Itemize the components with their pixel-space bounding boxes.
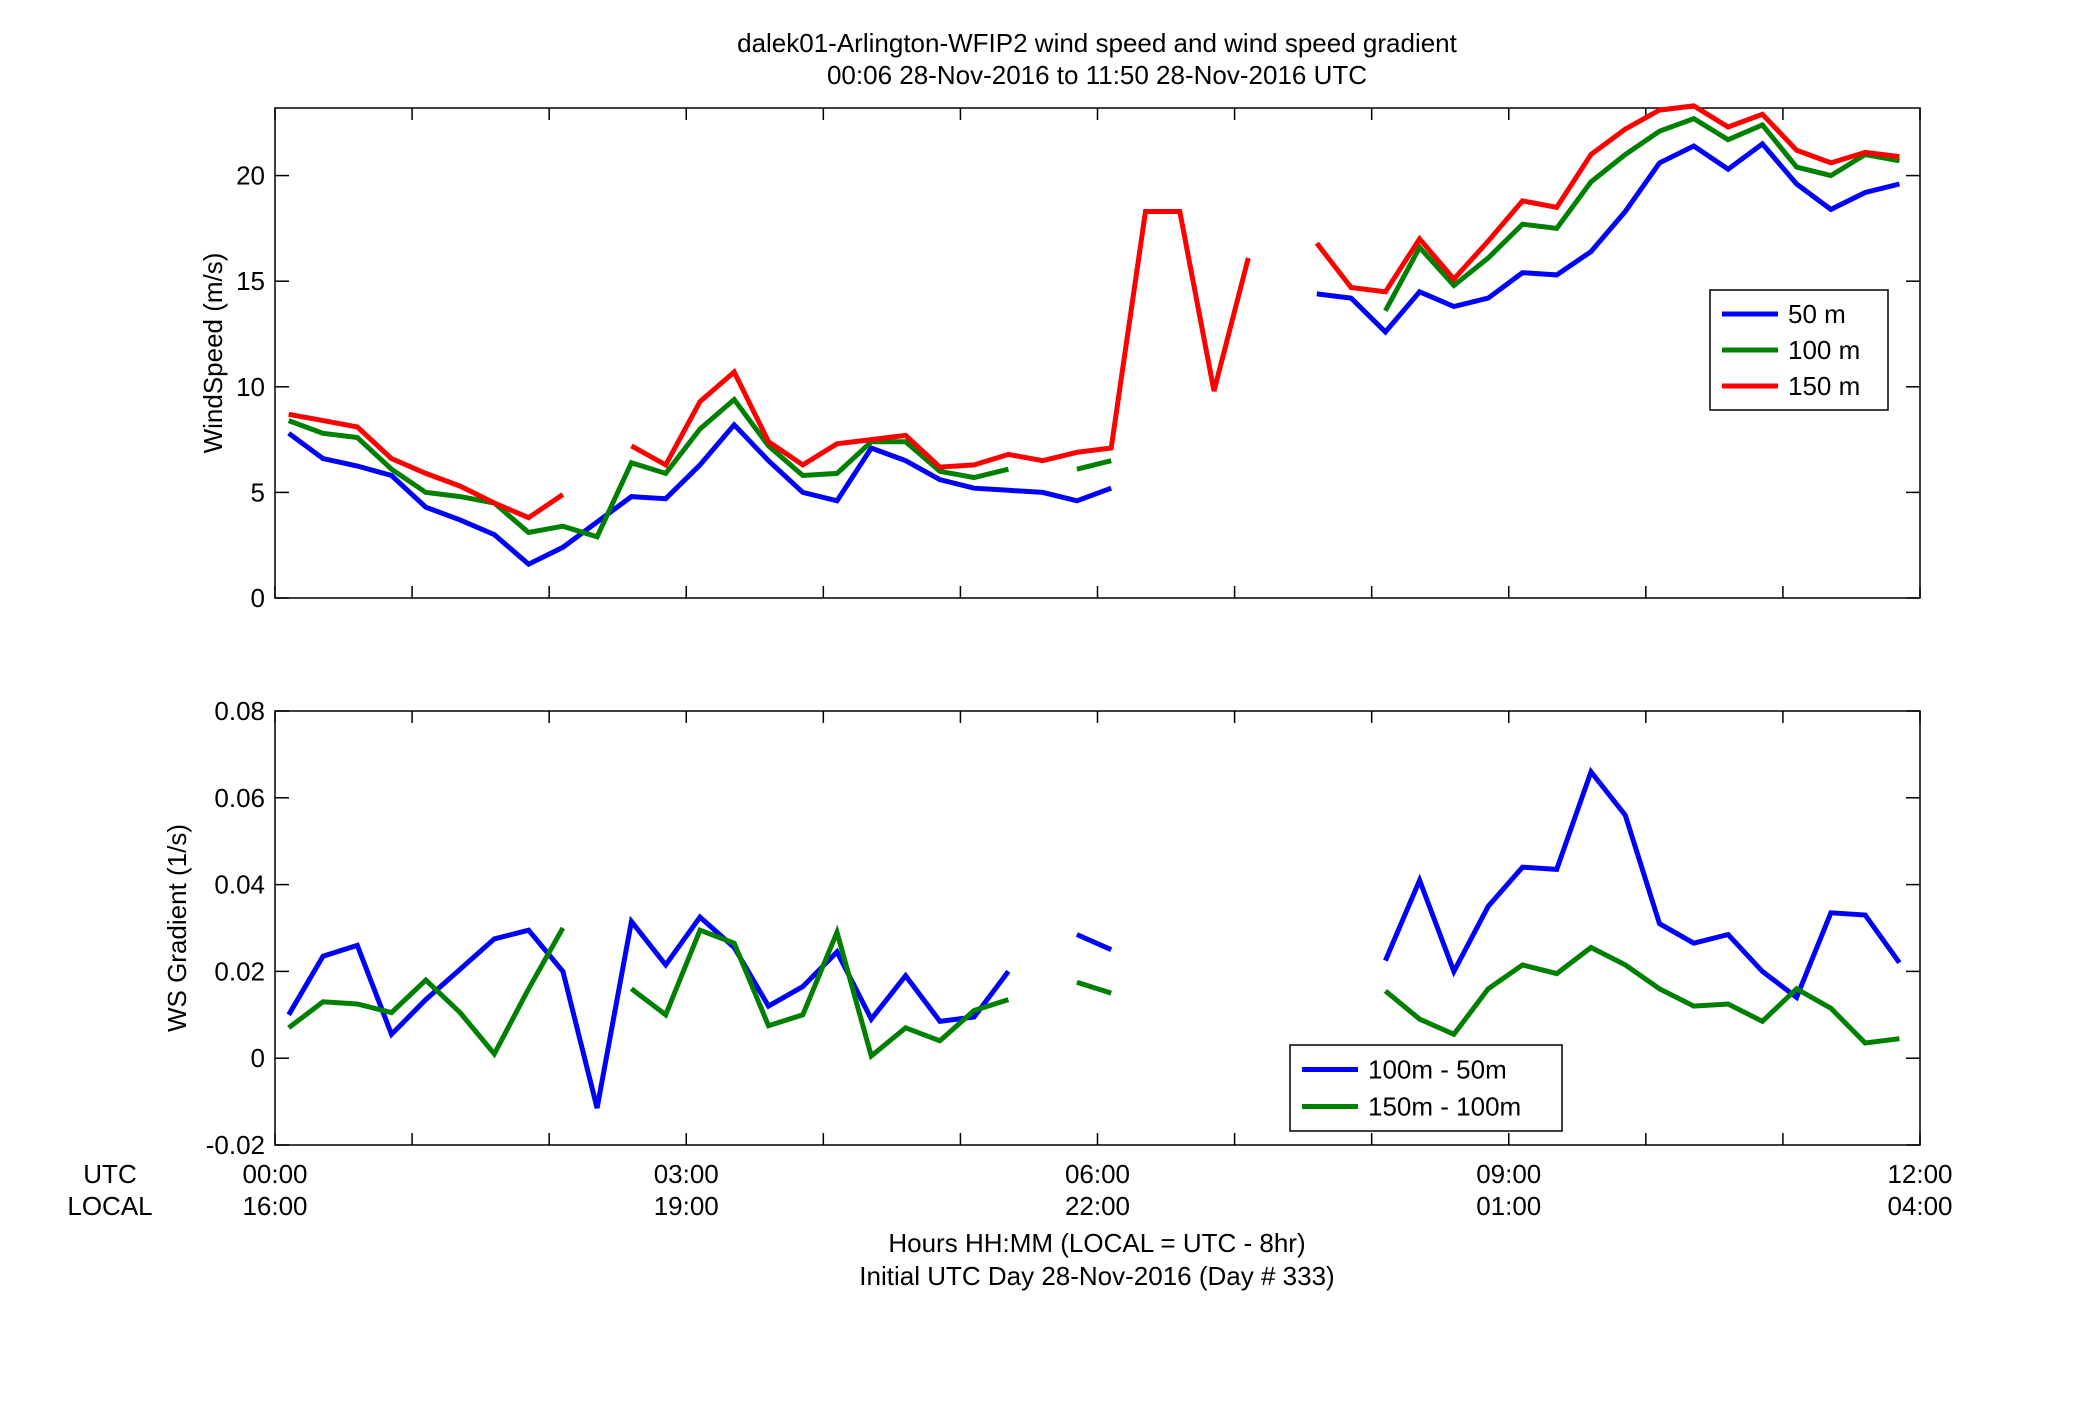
legend-entry: 100 m [1788, 335, 1860, 365]
windspeed-ticks: 0 5 10 15 20 [236, 108, 1921, 613]
local-tick-label: 16:00 [242, 1191, 307, 1221]
utc-tick-label: 03:00 [654, 1159, 719, 1189]
legend-entry: 150m - 100m [1368, 1092, 1521, 1122]
local-tick-label: 01:00 [1476, 1191, 1541, 1221]
series-line-100-m [287, 395, 1009, 540]
utc-tick-label: 12:00 [1887, 1159, 1952, 1189]
legend-entry: 150 m [1788, 371, 1860, 401]
windspeed-ytick-label: 5 [251, 477, 265, 507]
x-axis-label-line-1: Hours HH:MM (LOCAL = UTC - 8hr) [888, 1228, 1305, 1258]
local-tick-label: 04:00 [1887, 1191, 1952, 1221]
series-line-150m-100m [629, 924, 1010, 1061]
gradient-legend-box [1289, 1044, 1563, 1132]
title-line-1: dalek01-Arlington-WFIP2 wind speed and w… [737, 28, 1458, 58]
series-line-100m-50m [1383, 766, 1902, 1002]
title-line-2: 00:06 28-Nov-2016 to 11:50 28-Nov-2016 U… [827, 60, 1367, 90]
gradient-ytick-label: 0 [251, 1043, 265, 1073]
gradient-ytick-label: 0.02 [214, 956, 265, 986]
utc-tick-label: 06:00 [1065, 1159, 1130, 1189]
series-line-50-m [1316, 140, 1901, 336]
gradient-ytick-label: 0.08 [214, 696, 265, 726]
windspeed-ytick-label: 15 [236, 266, 265, 296]
local-row-label: LOCAL [67, 1191, 152, 1221]
series-line-50-m [287, 421, 1113, 568]
windspeed-panel: 0 5 10 15 20 WindSpeed (m/s) 50 m 100 m 150 m [198, 103, 1921, 613]
series-line-150-m [630, 209, 1251, 470]
series-line-100m-50m [1075, 932, 1113, 952]
windspeed-legend: 50 m 100 m 150 m [1709, 289, 1889, 411]
gradient-ticks: -0.02 0 0.02 0.04 0.06 0.08 [206, 696, 1921, 1160]
series-line-100-m [1383, 115, 1900, 312]
gradient-ytick-label: 0.06 [214, 783, 265, 813]
series-line-150m-100m [1383, 944, 1900, 1046]
x-axis-label-line-2: Initial UTC Day 28-Nov-2016 (Day # 333) [859, 1261, 1334, 1291]
windspeed-ytick-label: 20 [236, 161, 265, 191]
utc-row-label: UTC [83, 1159, 136, 1189]
series-line-150-m [288, 411, 565, 521]
legend-entry: 100m - 50m [1368, 1055, 1507, 1085]
utc-tick-label: 00:00 [242, 1159, 307, 1189]
gradient-y-axis-label: WS Gradient (1/s) [162, 824, 192, 1032]
series-line-100m-50m [286, 913, 1011, 1109]
windspeed-ytick-label: 0 [251, 583, 265, 613]
series-line-150m-100m [287, 926, 566, 1059]
local-tick-label: 22:00 [1065, 1191, 1130, 1221]
gradient-legend: 100m - 50m 150m - 100m [1289, 1044, 1563, 1132]
series-line-150-m [1314, 103, 1900, 295]
gradient-panel: -0.02 0 0.02 0.04 0.06 0.08 WS Gradient (1/s)… [162, 696, 1921, 1160]
series-line-150m-100m [1076, 979, 1112, 996]
gradient-series [286, 766, 1902, 1109]
series-line-100-m [1076, 458, 1112, 472]
legend-entry: 50 m [1788, 299, 1846, 329]
utc-tick-label: 09:00 [1476, 1159, 1541, 1189]
local-tick-label: 19:00 [654, 1191, 719, 1221]
windspeed-series [287, 103, 1901, 568]
gradient-ytick-label: 0.04 [214, 870, 265, 900]
windspeed-ytick-label: 10 [236, 372, 265, 402]
windspeed-y-axis-label: WindSpeed (m/s) [198, 253, 228, 454]
gradient-ytick-label: -0.02 [206, 1130, 265, 1160]
